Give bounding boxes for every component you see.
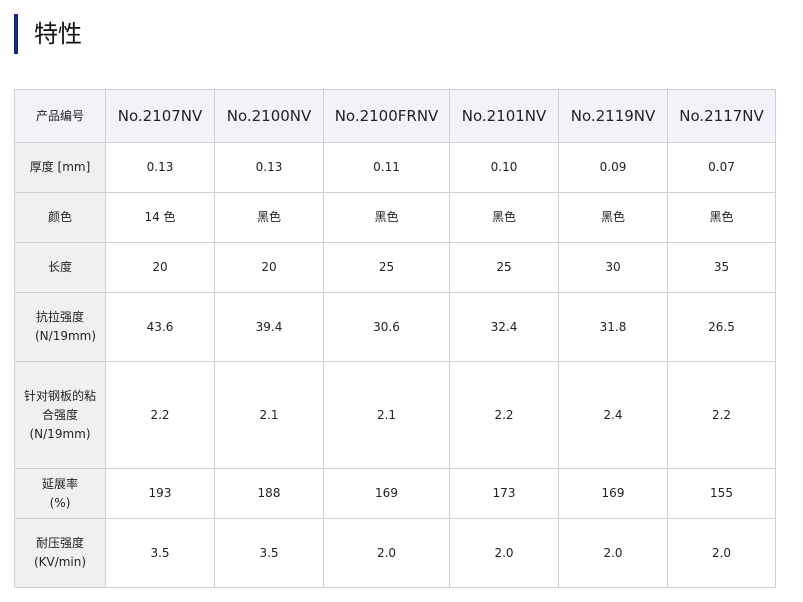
table-cell: 黑色: [323, 192, 450, 243]
column-header: No.2117NV: [667, 89, 776, 143]
column-header: No.2119NV: [558, 89, 668, 143]
table-cell: 3.5: [214, 518, 324, 588]
column-header: No.2100NV: [214, 89, 324, 143]
table-cell: 25: [323, 242, 450, 293]
table-cell: 173: [449, 468, 559, 519]
table-cell: 0.07: [667, 142, 776, 193]
table-cell: 188: [214, 468, 324, 519]
table-cell: 黑色: [214, 192, 324, 243]
table-cell: 黑色: [667, 192, 776, 243]
column-header: No.2107NV: [105, 89, 215, 143]
properties-table: 产品编号 No.2107NV No.2100NV No.2100FRNV No.2101…: [14, 89, 776, 588]
table-cell: 169: [558, 468, 668, 519]
table-cell: 25: [449, 242, 559, 293]
table-row: 抗拉强度 (N/19mm) 43.6 39.4 30.6 32.4 31.8 26.5: [14, 292, 776, 362]
table-row: 颜色 14 色黑色 黑色 黑色 黑色 黑色: [14, 192, 776, 243]
table-cell: 30: [558, 242, 668, 293]
table-cell: 2.2: [449, 361, 559, 469]
row-label-text: 长度: [47, 260, 72, 274]
table-row: 耐压强度 (KV/min) 3.5 3.5 2.0 2.0 2.0 2.0: [14, 518, 776, 588]
header-label: 产品编号: [14, 89, 106, 143]
section-title: 特性: [14, 14, 82, 54]
table-cell: 20: [105, 242, 215, 293]
table-cell: 39.4: [214, 292, 324, 362]
table-cell: 0.13: [214, 142, 324, 193]
table-cell: 黑色: [449, 192, 559, 243]
table-cell: 20: [214, 242, 324, 293]
row-label-text: 厚度 [mm]: [29, 160, 91, 174]
row-label: 针对钢板的粘合强度 (N/19mm): [14, 361, 106, 469]
table-cell: 2.1: [214, 361, 324, 469]
table-cell: 0.10: [449, 142, 559, 193]
table-cell: 0.09: [558, 142, 668, 193]
table-cell: 2.1: [323, 361, 450, 469]
table-cell: 32.4: [449, 292, 559, 362]
table-cell: 26.5: [667, 292, 776, 362]
table-cell: 193: [105, 468, 215, 519]
table-cell: 35: [667, 242, 776, 293]
table-cell: 黑色: [558, 192, 668, 243]
table-cell: 2.0: [323, 518, 450, 588]
table-cell: 2.2: [667, 361, 776, 469]
table-cell: 155: [667, 468, 776, 519]
table-cell: 2.0: [449, 518, 559, 588]
column-header: No.2100FRNV: [323, 89, 450, 143]
row-label: 长度: [14, 242, 106, 293]
row-label-text: 延展率 (%): [41, 476, 78, 510]
table-cell: 2.0: [558, 518, 668, 588]
table-cell: 169: [323, 468, 450, 519]
row-label-text: 颜色: [47, 210, 72, 224]
row-label-text: 耐压强度 (KV/min): [33, 536, 87, 569]
table-cell: 0.11: [323, 142, 450, 193]
table-cell: 2.4: [558, 361, 668, 469]
column-header: No.2101NV: [449, 89, 559, 143]
table-cell: 31.8: [558, 292, 668, 362]
table-row: 延展率 (%) 193 188 169 173 169 155: [14, 468, 776, 519]
row-label: 颜色: [14, 192, 106, 243]
table-cell: 30.6: [323, 292, 450, 362]
table-row: 长度 20 20 25 25 30 35: [14, 242, 776, 293]
table-cell: 43.6: [105, 292, 215, 362]
row-label-text: 针对钢板的粘合强度 (N/19mm): [23, 388, 96, 441]
table-row: 厚度 [mm] 0.13 0.13 0.11 0.10 0.09 0.07: [14, 142, 776, 193]
row-label: 抗拉强度 (N/19mm): [14, 292, 106, 362]
row-label: 厚度 [mm]: [14, 142, 106, 193]
row-label-text: 抗拉强度 (N/19mm): [35, 310, 97, 343]
table-cell: 2.2: [105, 361, 215, 469]
row-label: 耐压强度 (KV/min): [14, 518, 106, 588]
table-cell: 14 色: [105, 192, 215, 243]
table-cell: 3.5: [105, 518, 215, 588]
table-cell: 2.0: [667, 518, 776, 588]
row-label: 延展率 (%): [14, 468, 106, 519]
table-row: 针对钢板的粘合强度 (N/19mm) 2.2 2.1 2.1 2.2 2.4 2.2: [14, 361, 776, 469]
header-row: 产品编号 No.2107NV No.2100NV No.2100FRNV No.2101…: [14, 89, 776, 143]
table-cell: 0.13: [105, 142, 215, 193]
